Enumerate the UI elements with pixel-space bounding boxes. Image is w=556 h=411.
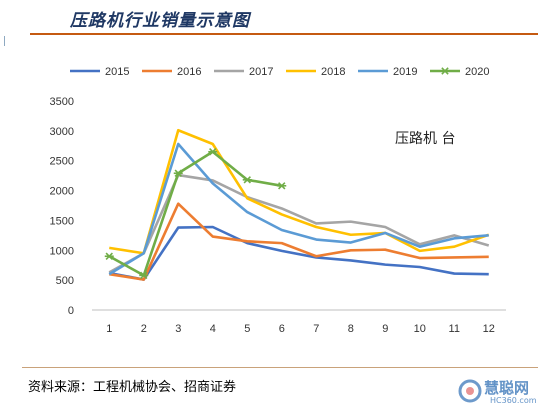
x-tick-label: 8 bbox=[348, 323, 354, 335]
series-line-2015 bbox=[109, 225, 489, 281]
x-tick-label: 3 bbox=[175, 323, 181, 335]
legend-label: 2016 bbox=[177, 66, 201, 78]
data-point-2020 bbox=[139, 271, 149, 280]
title-underline bbox=[30, 33, 538, 35]
chart-annotation: 压路机 台 bbox=[395, 131, 455, 147]
watermark: 慧聪网 HC360.com bbox=[454, 375, 550, 409]
x-axis: 1 2 3 4 5 6 7 8 9 10 11 12 bbox=[92, 309, 506, 335]
legend-item-2017: 2017 bbox=[214, 66, 273, 78]
legend-item-2019: 2019 bbox=[358, 66, 417, 78]
legend-label: 2018 bbox=[321, 66, 345, 78]
y-tick-label: 3500 bbox=[50, 96, 74, 108]
y-tick-label: 2000 bbox=[50, 186, 74, 198]
legend-item-2015: 2015 bbox=[70, 66, 129, 78]
x-tick-label: 11 bbox=[449, 323, 460, 335]
legend-label: 2020 bbox=[465, 66, 489, 78]
hc360-logo-icon bbox=[458, 379, 482, 403]
series-line-2018 bbox=[109, 128, 490, 255]
series-line-2020 bbox=[108, 150, 282, 277]
x-tick-label: 9 bbox=[382, 323, 388, 335]
data-point-2020 bbox=[242, 176, 252, 184]
y-tick-label: 500 bbox=[56, 275, 74, 287]
y-tick-label: 2500 bbox=[50, 156, 74, 168]
x-tick-label: 7 bbox=[313, 323, 319, 335]
x-tick-label: 12 bbox=[483, 323, 495, 335]
plot-area bbox=[104, 128, 490, 281]
x-tick-label: 10 bbox=[414, 323, 426, 335]
x-tick-label: 2 bbox=[141, 323, 147, 335]
chart-title-banner: 压路机行业销量示意图 bbox=[70, 11, 250, 31]
source-divider bbox=[22, 367, 538, 368]
series-line-2016 bbox=[109, 202, 489, 281]
data-point-2020 bbox=[173, 169, 183, 177]
legend-item-2016: 2016 bbox=[142, 66, 201, 78]
y-tick-label: 1500 bbox=[50, 215, 74, 227]
line-chart: 2015 2016 2017 2018 2019 2020 0 500 1000 1500 200… bbox=[50, 66, 506, 335]
y-axis: 0 500 1000 1500 2000 2500 3000 3500 bbox=[50, 96, 74, 317]
x-tick-label: 6 bbox=[279, 323, 285, 335]
left-marker bbox=[4, 36, 5, 46]
y-tick-label: 0 bbox=[68, 305, 74, 317]
y-tick-label: 3000 bbox=[50, 126, 74, 138]
legend: 2015 2016 2017 2018 2019 2020 bbox=[70, 66, 489, 78]
watermark-text: 慧聪网 bbox=[484, 379, 530, 397]
legend-item-2020: 2020 bbox=[430, 66, 489, 78]
x-tick-label: 1 bbox=[106, 323, 112, 335]
y-tick-label: 1000 bbox=[50, 245, 74, 257]
data-point-2020 bbox=[277, 182, 287, 190]
legend-item-2018: 2018 bbox=[286, 66, 345, 78]
x-tick-label: 5 bbox=[244, 323, 250, 335]
legend-label: 2019 bbox=[393, 66, 417, 78]
source-note: 资料来源：工程机械协会、招商证券 bbox=[28, 380, 237, 395]
data-point-2020 bbox=[104, 252, 114, 260]
x-tick-label: 4 bbox=[210, 323, 216, 335]
watermark-subtext: HC360.com bbox=[490, 396, 537, 405]
legend-label: 2017 bbox=[249, 66, 273, 78]
legend-label: 2015 bbox=[105, 66, 129, 78]
series-line-2019 bbox=[108, 142, 489, 276]
data-point-2020 bbox=[208, 148, 218, 156]
